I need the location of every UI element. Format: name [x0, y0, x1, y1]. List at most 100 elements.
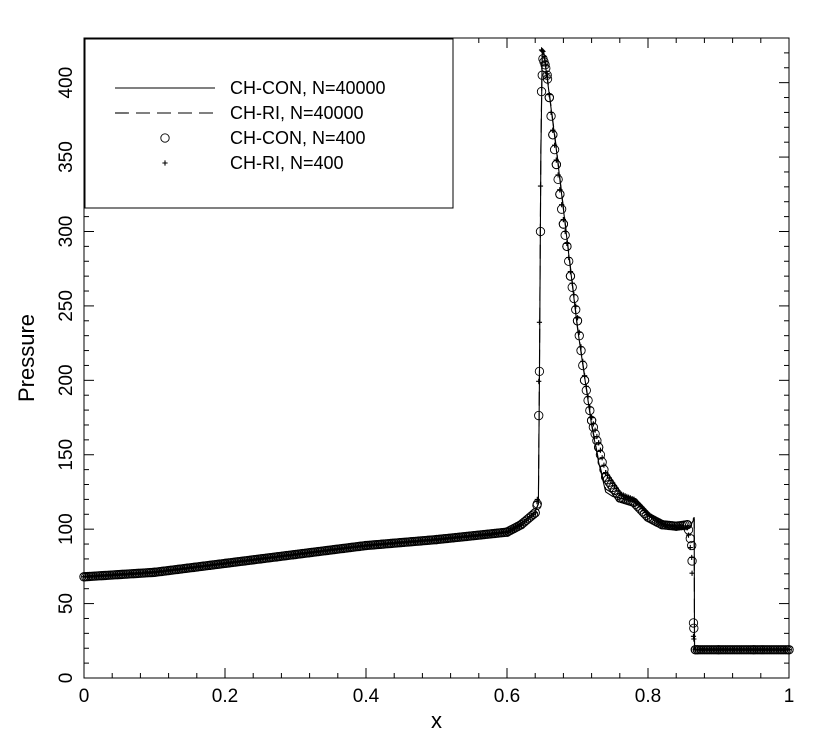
data-point [292, 551, 299, 558]
legend-item: CH-RI, N=40000 [115, 103, 364, 123]
data-point [587, 404, 593, 410]
data-point [535, 226, 546, 237]
data-point [689, 623, 699, 633]
legend-label: CH-RI, N=400 [230, 153, 344, 173]
legend-item: CH-CON, N=40000 [115, 78, 386, 98]
data-point [583, 383, 589, 389]
data-point [516, 520, 526, 530]
data-point [534, 410, 544, 421]
plot-frame [83, 37, 790, 679]
data-point [536, 378, 542, 384]
legend-swatch [160, 133, 170, 143]
legend-label: CH-CON, N=40000 [230, 78, 386, 98]
data-point [550, 127, 556, 133]
data-point [536, 86, 547, 97]
x-tick-label: 1 [784, 686, 795, 707]
data-point [571, 292, 577, 298]
legend-label: CH-RI, N=40000 [230, 103, 364, 123]
data-point [601, 462, 607, 468]
legend: CH-CON, N=40000 CH-RI, N=40000 CH-CON, N=4… [84, 38, 454, 209]
data-point [689, 570, 695, 576]
data-point [555, 172, 561, 178]
x-tick-label: 0.6 [494, 686, 520, 707]
data-point [594, 433, 600, 440]
data-point [566, 254, 572, 261]
data-point [751, 647, 757, 653]
data-point [687, 540, 697, 551]
data-point [590, 421, 596, 427]
data-point [574, 315, 581, 321]
ticks-layer: 0 0.2 0.4 0.6 0.8 1 0 50 100 150 200 250 300 350 400 [56, 38, 794, 707]
data-point [690, 633, 697, 639]
data-point [536, 319, 543, 325]
legend-item: CH-CON, N=400 [160, 128, 366, 148]
data-point [685, 533, 695, 544]
series-layer [79, 47, 794, 655]
data-point [687, 544, 693, 551]
y-tick-label: 50 [56, 593, 77, 614]
data-point [540, 48, 546, 54]
data-point [604, 472, 611, 478]
data-point [569, 280, 575, 286]
data-point [557, 187, 563, 193]
y-tick-label: 100 [56, 513, 77, 545]
data-point [433, 536, 440, 543]
data-point [553, 157, 559, 163]
data-point [539, 48, 545, 54]
data-point [541, 54, 547, 60]
data-point [544, 71, 550, 77]
data-point [592, 427, 598, 433]
data-point [151, 569, 158, 575]
data-point [573, 303, 579, 309]
data-point [659, 520, 665, 526]
data-point [548, 109, 554, 116]
data-point [685, 532, 692, 538]
data-point [560, 216, 566, 223]
x-tick-label: 0.4 [353, 686, 380, 707]
legend-label: CH-CON, N=400 [230, 128, 366, 148]
y-tick-label: 300 [56, 216, 77, 248]
data-point [530, 508, 540, 518]
data-point [546, 91, 552, 98]
data-point [580, 358, 586, 364]
data-point [528, 509, 539, 519]
x-tick-label: 0.2 [212, 686, 238, 707]
data-point [578, 344, 584, 350]
data-point [611, 483, 618, 489]
data-point [363, 542, 369, 549]
data-point [504, 529, 510, 535]
data-point [673, 525, 679, 531]
data-point [518, 522, 524, 528]
data-point [715, 647, 722, 653]
data-point [694, 647, 700, 653]
legend-box [84, 38, 454, 209]
data-point [596, 440, 602, 446]
data-point [645, 511, 651, 517]
data-point [684, 525, 691, 531]
data-point [597, 447, 604, 453]
data-point [538, 54, 548, 64]
data-point [551, 142, 558, 148]
data-point [542, 59, 548, 65]
legend-swatch [162, 160, 168, 166]
y-tick-label: 400 [56, 67, 77, 99]
x-tick-label: 0 [79, 686, 90, 707]
data-point [534, 496, 540, 502]
data-point [581, 373, 588, 379]
data-point [613, 485, 619, 491]
data-point [534, 366, 545, 377]
data-point [688, 618, 699, 628]
data-point [617, 490, 623, 497]
data-point [537, 183, 544, 189]
data-point [532, 510, 538, 516]
data-point [599, 455, 605, 461]
data-point [608, 477, 614, 484]
y-tick-label: 350 [56, 141, 77, 173]
data-point [567, 269, 574, 275]
data-point [576, 329, 582, 335]
x-tick-label: 0.8 [635, 686, 661, 707]
data-point [689, 554, 695, 561]
data-point [585, 394, 591, 400]
y-axis-label: Pressure [14, 314, 39, 402]
